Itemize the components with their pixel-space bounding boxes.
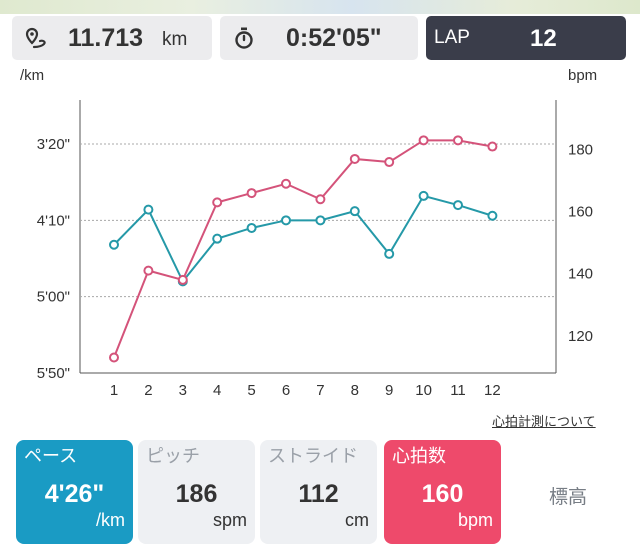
metric-elevation-card[interactable]: 標高 bbox=[510, 440, 626, 544]
lap-label: LAP bbox=[434, 27, 470, 48]
metric-stride-unit: cm bbox=[345, 510, 369, 530]
pace-point bbox=[418, 190, 429, 201]
heart-rate-point bbox=[143, 265, 154, 276]
x-tick-label: 11 bbox=[450, 382, 466, 399]
right-tick-label: 180 bbox=[568, 142, 593, 159]
metric-stride-title: ストライド bbox=[268, 446, 358, 467]
heart-rate-point bbox=[418, 135, 429, 146]
lap-card: LAP 12 bbox=[426, 16, 626, 60]
x-tick-label: 12 bbox=[484, 382, 501, 399]
metric-pace-value: 4'26" bbox=[44, 480, 105, 508]
left-axis-label: /km bbox=[20, 67, 44, 84]
pace-point bbox=[281, 215, 291, 226]
right-axis-label: bpm bbox=[568, 67, 597, 84]
lap-value: 12 bbox=[530, 25, 557, 52]
metric-elevation-title: 標高 bbox=[548, 486, 587, 508]
pace-point bbox=[109, 239, 119, 250]
x-tick-label: 2 bbox=[144, 382, 152, 399]
x-tick-label: 6 bbox=[282, 382, 290, 399]
x-tick-label: 1 bbox=[110, 382, 118, 399]
elapsed-time-card: 0:52'05" bbox=[220, 16, 418, 60]
heart-rate-point bbox=[212, 197, 223, 208]
about-heart-rate-link[interactable]: 心拍計測について bbox=[492, 415, 596, 430]
metric-pitch-unit: spm bbox=[212, 510, 247, 530]
right-tick-label: 140 bbox=[568, 266, 593, 283]
distance-card: 11.713 km bbox=[12, 16, 212, 60]
heart-rate-point bbox=[384, 157, 395, 168]
x-tick-label: 3 bbox=[179, 382, 187, 399]
metric-pace-unit: /km bbox=[96, 510, 125, 530]
pace-point bbox=[384, 248, 395, 259]
heart-rate-point bbox=[281, 178, 291, 189]
heart-rate-series-line bbox=[113, 139, 493, 358]
map-pin-route-icon bbox=[25, 27, 46, 49]
pace-point bbox=[315, 215, 326, 226]
x-tick-label: 5 bbox=[247, 382, 255, 399]
pace-series-line bbox=[113, 194, 493, 284]
metric-stride-value: 112 bbox=[298, 480, 339, 508]
pace-point bbox=[212, 233, 223, 244]
heart-rate-point bbox=[246, 188, 257, 199]
pace-point bbox=[453, 200, 463, 211]
distance-unit: km bbox=[162, 29, 188, 50]
metric-heart-rate-unit: bpm bbox=[457, 510, 493, 530]
elapsed-time-value: 0:52'05" bbox=[286, 24, 382, 52]
pace-point bbox=[246, 222, 257, 233]
heart-rate-point bbox=[453, 135, 463, 146]
x-tick-label: 8 bbox=[351, 382, 359, 399]
heart-rate-point bbox=[109, 352, 119, 363]
heart-rate-point bbox=[177, 274, 188, 285]
heart-rate-point bbox=[487, 141, 498, 152]
metric-heart-rate-card[interactable]: 心拍数 160 bpm bbox=[384, 440, 501, 544]
left-tick-label: 3'20" bbox=[37, 136, 70, 153]
x-tick-label: 10 bbox=[415, 382, 432, 399]
lap-chart: /km bpm 3'20" 4'10" 5'00" 5'50" 180 160 140 120… bbox=[20, 67, 597, 399]
pace-point bbox=[143, 204, 154, 215]
right-tick-label: 160 bbox=[568, 204, 593, 221]
metric-pitch-title: ピッチ bbox=[146, 446, 200, 467]
metric-heart-rate-title: 心拍数 bbox=[392, 446, 446, 467]
metric-pitch-card[interactable]: ピッチ 186 spm bbox=[138, 440, 255, 544]
metric-pace-card[interactable]: ペース 4'26" /km bbox=[16, 440, 133, 544]
x-tick-label: 4 bbox=[213, 382, 221, 399]
distance-value: 11.713 bbox=[68, 24, 144, 52]
chart-grid bbox=[79, 100, 557, 374]
left-tick-label: 5'00" bbox=[37, 289, 70, 306]
pace-point bbox=[487, 210, 498, 221]
pace-point bbox=[349, 206, 360, 217]
metric-pitch-value: 186 bbox=[175, 480, 218, 508]
metric-stride-card[interactable]: ストライド 112 cm bbox=[260, 440, 377, 544]
heart-rate-point bbox=[315, 194, 326, 205]
left-tick-label: 4'10" bbox=[37, 212, 70, 229]
metric-heart-rate-value: 160 bbox=[421, 480, 464, 508]
x-tick-label: 7 bbox=[316, 382, 324, 399]
map-background-strip bbox=[0, 0, 640, 14]
heart-rate-point bbox=[349, 153, 360, 164]
x-tick-label: 9 bbox=[385, 382, 393, 399]
metric-pace-title: ペース bbox=[24, 446, 78, 467]
left-tick-label: 5'50" bbox=[37, 365, 70, 382]
stopwatch-icon bbox=[235, 27, 253, 49]
right-tick-label: 120 bbox=[568, 328, 593, 345]
